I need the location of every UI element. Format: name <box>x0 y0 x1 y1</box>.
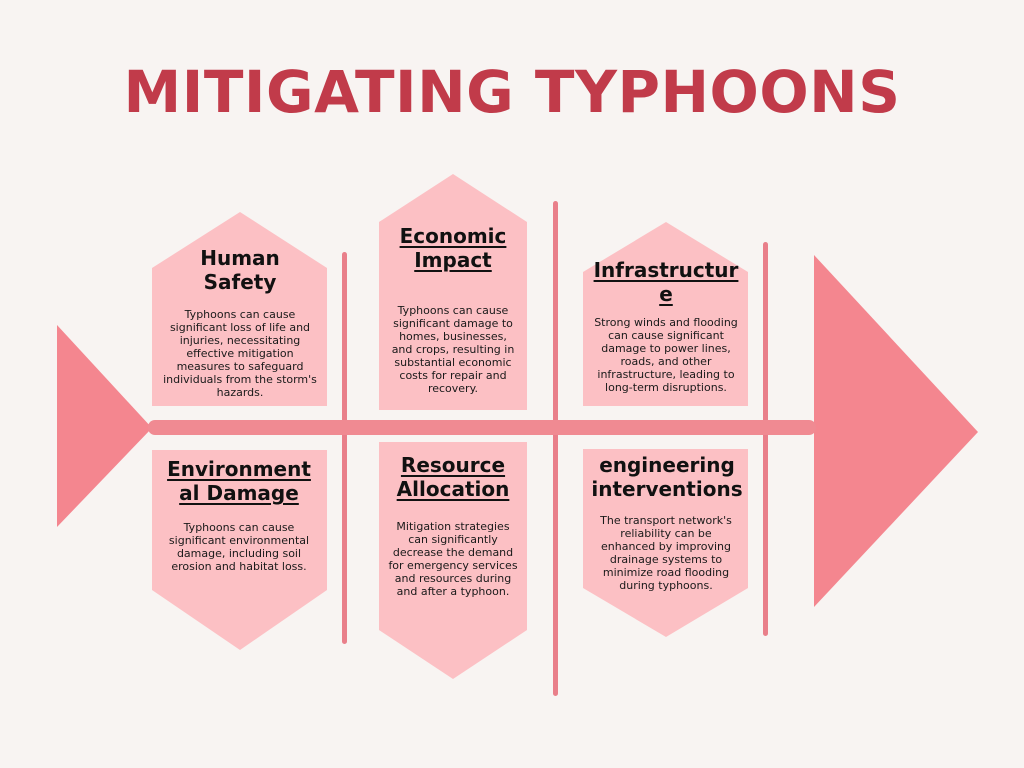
card-shape-economic-impact <box>379 174 527 410</box>
card-heading-infrastructure: Infrastructure <box>593 258 739 306</box>
card-heading-resource-allocation: Resource Allocation <box>396 453 510 501</box>
fish-tail-shape <box>57 325 152 527</box>
rib-line-3 <box>763 242 768 636</box>
card-body-human-safety: Typhoons can cause significant loss of l… <box>163 308 317 399</box>
card-body-economic-impact: Typhoons can cause significant damage to… <box>391 304 515 395</box>
rib-line-1 <box>342 252 347 644</box>
page-title: MITIGATING TYPHOONS <box>123 58 901 126</box>
card-heading-engineering-interventions: engineering interventions <box>591 453 743 501</box>
card-heading-environmental-damage: Environmental Damage <box>167 457 311 505</box>
fish-head-arrow <box>814 255 978 607</box>
card-shape-infrastructure <box>583 222 748 406</box>
card-body-resource-allocation: Mitigation strategies can significantly … <box>388 520 518 598</box>
card-body-engineering-interventions: The transport network's reliability can … <box>600 514 732 592</box>
card-shape-human-safety <box>152 212 327 406</box>
card-heading-economic-impact: Economic Impact <box>399 224 507 272</box>
card-shape-environmental-damage <box>152 450 327 650</box>
card-body-infrastructure: Strong winds and flooding can cause sign… <box>594 316 738 394</box>
card-shape-engineering-interventions <box>583 449 748 637</box>
card-shape-resource-allocation <box>379 442 527 679</box>
rib-line-2 <box>553 201 558 696</box>
card-body-environmental-damage: Typhoons can cause significant environme… <box>168 521 310 573</box>
card-heading-human-safety: Human Safety <box>200 246 280 294</box>
fish-spine <box>148 420 816 435</box>
